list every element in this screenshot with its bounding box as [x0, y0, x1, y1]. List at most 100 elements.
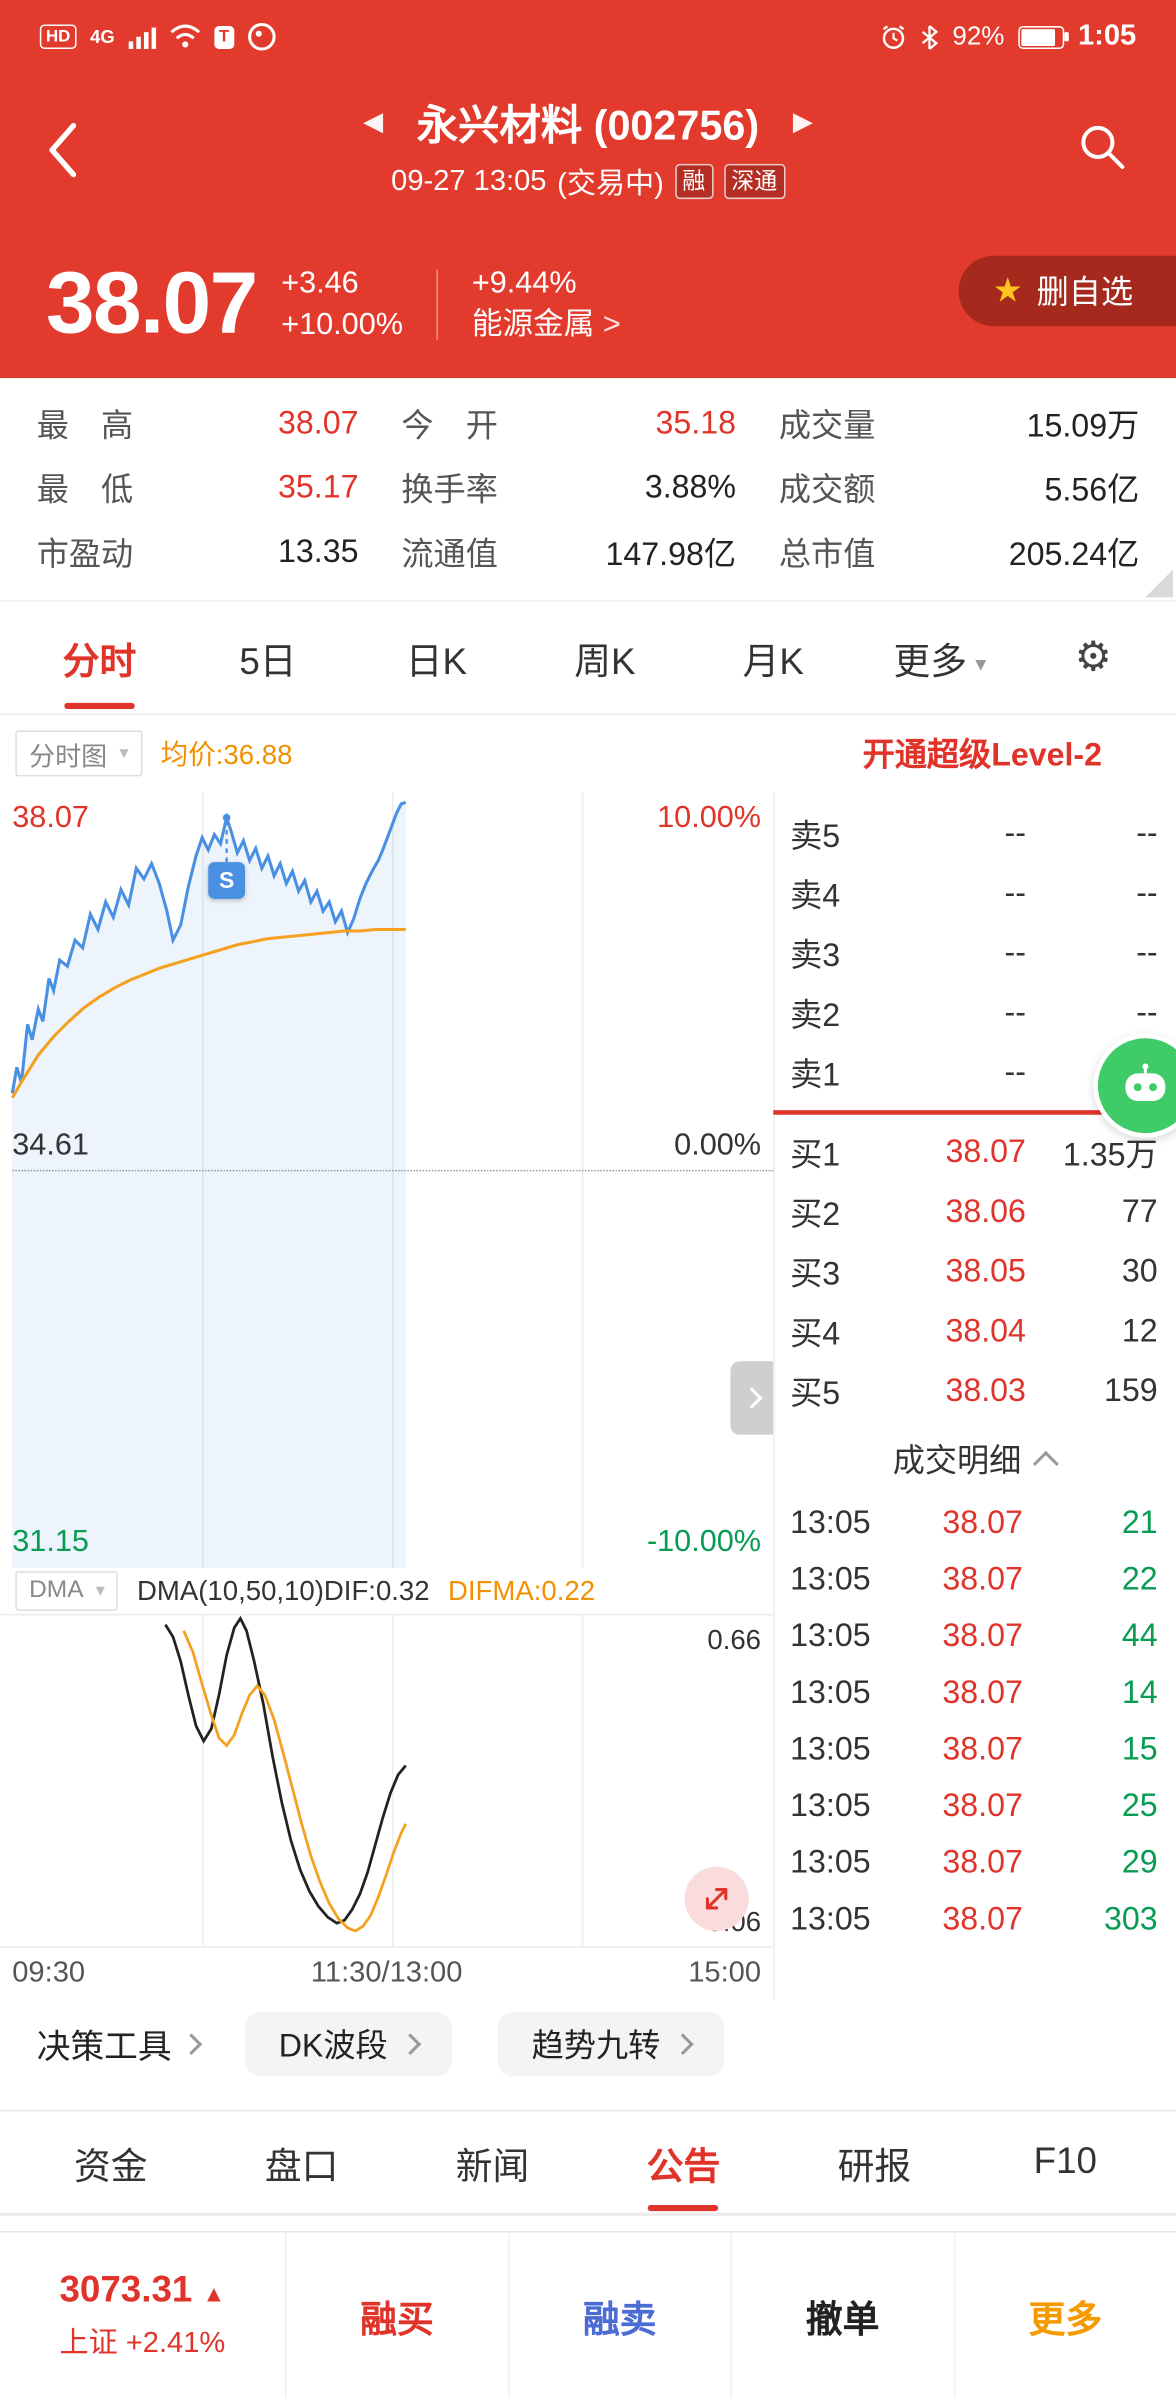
tab-5day[interactable]: 5日 — [239, 641, 297, 683]
status-bar: HD 4G T 92% 1:05 — [0, 0, 1176, 74]
collapse-corner-icon[interactable] — [1145, 569, 1173, 598]
trade-row: 13:05 38.07 14 — [790, 1674, 1158, 1710]
y-axis-min-price: 31.15 — [12, 1525, 89, 1559]
margin-sell-button[interactable]: 融卖 — [509, 2232, 732, 2398]
robot-face-icon — [1125, 1063, 1166, 1101]
tab-order-flow[interactable]: 盘口 — [264, 2146, 339, 2188]
margin-buy-button[interactable]: 融买 — [286, 2232, 510, 2398]
minute-chart-svg — [10, 800, 407, 1568]
tab-minute[interactable]: 分时 — [15, 606, 183, 709]
stat-high: 最 高 38.07 — [36, 405, 359, 445]
chart-and-book: S 38.07 10.00% 34.61 0.00% 31.15 -10.00%… — [0, 791, 1176, 2000]
remove-favorite-button[interactable]: ★ 删自选 — [958, 255, 1176, 327]
dma-chart-svg — [164, 1615, 408, 1933]
time-axis: 09:30 11:30/13:00 15:00 — [0, 1947, 774, 2000]
tab-funds[interactable]: 资金 — [74, 2146, 148, 2188]
price-summary: 38.07 +3.46 +10.00% +9.44% 能源金属 > ★ 删自选 — [0, 230, 1176, 379]
more-button[interactable]: 更多 — [1028, 2299, 1103, 2341]
chart-type-dropdown[interactable]: 分时图 ▼ — [15, 730, 143, 777]
network-4g-label: 4G — [90, 26, 115, 48]
tab-announcements[interactable]: 公告 — [588, 2114, 779, 2210]
caret-down-icon: ▼ — [92, 1582, 108, 1600]
tab-monthly-k[interactable]: 月K — [742, 641, 804, 683]
minute-chart[interactable]: S 38.07 10.00% 34.61 0.00% 31.15 -10.00% — [0, 791, 774, 1568]
up-triangle-icon: ▲ — [202, 2281, 226, 2308]
screen-record-icon — [247, 22, 276, 51]
dk-band-button[interactable]: DK波段 — [245, 2012, 453, 2077]
grid-line — [581, 791, 584, 1568]
tab-daily-k[interactable]: 日K — [405, 641, 468, 683]
search-button[interactable] — [1075, 119, 1130, 182]
info-tab-bar: 资金 盘口 新闻 公告 研报 F10 — [0, 2111, 1176, 2215]
order-book-panel: 卖5---- 卖4---- 卖3---- 卖2---- 卖1---- 买138.… — [773, 791, 1176, 2000]
current-price: 38.07 — [45, 254, 258, 353]
tab-news[interactable]: 新闻 — [455, 2146, 530, 2188]
chart-settings-button[interactable]: ⚙ — [1026, 634, 1161, 681]
level2-promo-link[interactable]: 开通超级Level-2 — [862, 738, 1103, 774]
trade-row: 13:05 38.07 29 — [790, 1844, 1158, 1880]
indicator-dropdown[interactable]: DMA ▼ — [15, 1571, 119, 1611]
tab-research[interactable]: 研报 — [837, 2146, 912, 2188]
stat-float-cap: 流通值 147.98亿 — [401, 537, 737, 573]
ask-row-5[interactable]: 卖5 -- -- — [790, 815, 1158, 854]
stock-title: 永兴材料 (002756) — [416, 102, 760, 149]
grid-line — [202, 791, 204, 1568]
tab-f10[interactable]: F10 — [1033, 2140, 1097, 2183]
trade-row: 13:05 38.07 25 — [790, 1787, 1158, 1823]
sell-signal-marker: S — [208, 862, 245, 899]
clock-time: 1:05 — [1077, 19, 1137, 53]
next-stock-icon[interactable]: ▶ — [792, 106, 813, 136]
stat-pe: 市盈动 13.35 — [36, 534, 359, 573]
wifi-icon — [170, 24, 200, 48]
trade-row: 13:05 38.07 15 — [790, 1731, 1158, 1767]
fullscreen-button[interactable] — [684, 1866, 749, 1931]
grid-line — [202, 1615, 204, 1947]
bid-row-5[interactable]: 买5 38.03 159 — [790, 1372, 1158, 1412]
index-quote-button[interactable]: 3073.31 ▲ 上证 +2.41% — [0, 2232, 287, 2398]
ask-row-3[interactable]: 卖3 -- -- — [790, 934, 1158, 974]
stat-turnover: 成交额 5.56亿 — [778, 473, 1140, 509]
ask-row-2[interactable]: 卖2 -- -- — [790, 994, 1158, 1033]
divider — [0, 2214, 1176, 2216]
trade-row: 13:05 38.07 303 — [790, 1901, 1158, 1937]
stat-open: 今 开 35.18 — [401, 405, 737, 445]
bid-row-4[interactable]: 买4 38.04 12 — [790, 1313, 1158, 1352]
title-bar: ◀ 永兴材料 (002756) ▶ 09-27 13:05 (交易中) 融 深通 — [0, 74, 1176, 230]
divider — [436, 268, 439, 340]
battery-percent: 92% — [952, 21, 1005, 51]
panel-drag-handle[interactable] — [730, 1361, 774, 1435]
y-axis-max-percent: 10.00% — [657, 800, 762, 835]
bid-row-3[interactable]: 买3 38.05 30 — [790, 1253, 1158, 1292]
trade-detail-header[interactable]: 成交明细 — [790, 1424, 1158, 1494]
quote-datetime: 09-27 13:05 — [391, 164, 547, 197]
tab-more[interactable]: 更多 ▼ — [893, 641, 990, 683]
bid-row-1[interactable]: 买1 38.07 1.35万 — [790, 1133, 1158, 1173]
signal-bars-icon — [128, 26, 157, 49]
decision-tools-button[interactable]: 决策工具 — [37, 2020, 203, 2069]
back-button[interactable] — [40, 116, 83, 191]
shenzhen-connect-badge: 深通 — [723, 163, 785, 200]
bid-row-2[interactable]: 买2 38.06 77 — [790, 1193, 1158, 1232]
average-price-label: 均价:36.88 — [160, 739, 293, 771]
stat-turnover-rate: 换手率 3.88% — [401, 470, 737, 509]
difma-value: DIFMA:0.22 — [447, 1574, 596, 1606]
ask-row-4[interactable]: 卖4 -- -- — [790, 875, 1158, 914]
search-icon — [1081, 125, 1125, 169]
assistant-robot-button[interactable] — [1093, 1033, 1176, 1138]
cancel-order-button[interactable]: 撤单 — [732, 2232, 955, 2398]
stat-market-cap: 总市值 205.24亿 — [778, 537, 1140, 573]
trend-nine-button[interactable]: 趋势九转 — [497, 2012, 725, 2077]
dma-formula: DMA(10,50,10)DIF:0.32 — [136, 1574, 430, 1606]
time-close: 15:00 — [688, 1956, 762, 1990]
dma-chart[interactable]: 0.66 -0.06 — [0, 1613, 774, 1948]
period-tab-bar: 分时 5日 日K 周K 月K 更多 ▼ ⚙ — [0, 601, 1176, 716]
expand-arrows-icon — [705, 1888, 728, 1910]
chevron-right-icon: > — [602, 307, 621, 341]
prev-stock-icon[interactable]: ◀ — [363, 106, 384, 136]
y-axis-max-price: 38.07 — [12, 800, 89, 835]
tab-weekly-k[interactable]: 周K — [574, 641, 636, 683]
sector-link[interactable]: +9.44% 能源金属 > — [471, 265, 621, 341]
bottom-action-bar: 3073.31 ▲ 上证 +2.41% 融买 融卖 撤单 更多 — [0, 2231, 1176, 2398]
chevron-right-icon — [180, 2033, 203, 2056]
